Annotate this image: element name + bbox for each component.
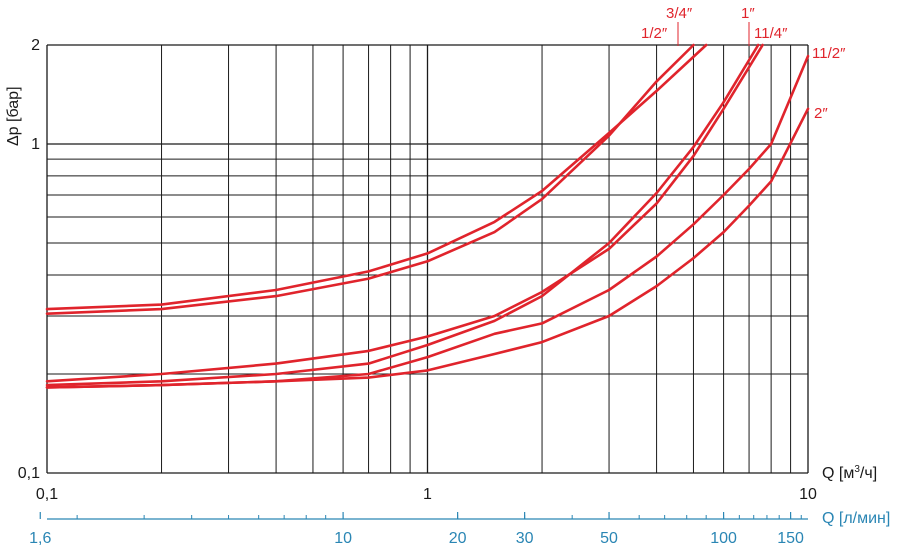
- series-line-3: [45, 43, 760, 387]
- axis-ticks: 0,1 1 10 0,1 1 2: [18, 37, 817, 503]
- x2-tick-label: 10: [334, 530, 352, 546]
- series-labels: 1/2″ 3/4″ 1″ 11/4″ 11/2″ 2″: [641, 5, 846, 122]
- series-label-6: 2″: [814, 105, 828, 122]
- x-tick-label: 0,1: [36, 486, 58, 503]
- series-label-3: 1″: [741, 5, 755, 22]
- series-label-5: 11/2″: [812, 45, 846, 62]
- x2-tick-label: 150: [777, 530, 804, 546]
- x2-axis-label: Q [л/мин]: [822, 510, 890, 527]
- series-line-6: [45, 107, 810, 389]
- series-lines: [45, 43, 810, 389]
- x-axis-label-prefix: Q [м: [822, 465, 854, 482]
- x-axis-label-sup: 3: [854, 464, 860, 475]
- x2-tick-label: 20: [449, 530, 467, 546]
- y-tick-label: 0,1: [18, 465, 40, 482]
- series-line-2: [45, 43, 708, 311]
- x-axis-label-suffix: /ч]: [860, 465, 877, 482]
- x2-tick-label: 1,6: [29, 530, 51, 546]
- x2-tick-label: 30: [516, 530, 534, 546]
- x-tick-label: 1: [423, 486, 432, 503]
- y-axis-label: Δp [бар]: [5, 86, 22, 146]
- series-label-1: 1/2″: [641, 25, 668, 42]
- x-tick-label: 10: [799, 486, 817, 503]
- x2-tick-label: 100: [710, 530, 737, 546]
- series-label-2: 3/4″: [666, 5, 693, 22]
- series-line-4: [45, 43, 764, 383]
- series-line-1: [45, 43, 695, 315]
- x-axis-label: Q [м3/ч]: [822, 464, 877, 482]
- series-label-4: 11/4″: [754, 25, 788, 42]
- secondary-axis: 1,6 10 20 30 50 100 150: [29, 512, 808, 546]
- x2-tick-label: 50: [600, 530, 618, 546]
- y-tick-label: 2: [31, 37, 40, 54]
- y-tick-label: 1: [31, 136, 40, 153]
